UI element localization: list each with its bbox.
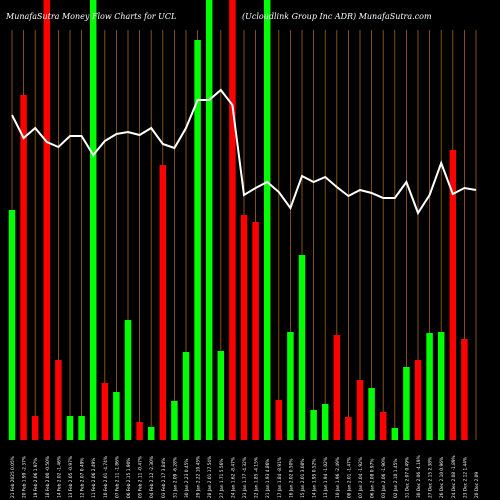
x-tick-label: 28 Jan 2.01 17.54% [207, 456, 213, 498]
series-line [11, 88, 477, 216]
x-tick-label: 27 Dec 2.15 2.38% [428, 457, 434, 498]
bar-green [426, 333, 433, 440]
x-tick-label: 20 Dec 2.09 [474, 472, 480, 498]
x-tick-label: 15 Jan 2.01 3.08% [300, 459, 306, 498]
x-tick-label: 20 Feb 1.99 -2.37% [22, 456, 28, 498]
bar-red [43, 0, 51, 440]
chart-subtitle: (Ucloudlink Group Inc ADR) MunafaSutra.c… [242, 12, 432, 21]
x-tick-label: 13 Feb 2.05 -0.97% [68, 456, 74, 498]
x-tick-label: 16 Jan 2.02 0.50% [288, 459, 294, 498]
bar-red [229, 0, 236, 440]
bar-green [310, 410, 317, 440]
bar-red [101, 383, 109, 440]
bar-red [414, 360, 422, 440]
bar-green [368, 388, 375, 440]
x-tick-label: 13 Jan 1.94 -1.02% [323, 457, 329, 498]
bar-red [31, 416, 39, 440]
x-tick-label: 21 Feb 2025 0.05% [10, 456, 16, 498]
bar-green [89, 0, 97, 440]
x-tick-label: 19 Feb 2.06 1.97% [33, 458, 39, 498]
x-tick-label: 07 Feb 2.11 -1.86% [114, 456, 120, 498]
bar-green [298, 255, 306, 440]
x-tick-label: 31 Jan 2.09 -6.28% [172, 457, 178, 498]
bar-green [171, 401, 178, 440]
x-tick-label: 04 Feb 2.12 -2.30% [149, 456, 155, 498]
x-tick-label: 03 Feb 2.17 3.84% [161, 458, 167, 498]
bar-green [147, 427, 155, 440]
bar-green [66, 416, 74, 440]
bar-red [449, 150, 457, 440]
line-group [11, 88, 477, 216]
x-tick-label: 26 Dec 2.10 0.96% [439, 457, 445, 498]
x-tick-label: 06 Jan 2.08 0.97% [370, 459, 376, 498]
bar-red [159, 165, 167, 440]
bar-green [287, 332, 294, 440]
x-tick-label: 11 Feb 2.06 2.49% [91, 458, 97, 498]
bar-red [379, 412, 387, 440]
x-tick-label: 22 Jan 1.85 -4.15% [254, 457, 260, 498]
x-tick-label: 29 Jan 2.22 10.45% [196, 456, 202, 498]
x-tick-label: 17 Jan 1.84 -8.91% [277, 457, 283, 498]
bar-green [391, 428, 399, 440]
bar-red [345, 417, 352, 440]
bar-red [240, 215, 248, 440]
x-tick-label: 14 Jan 1.95 0.52% [312, 459, 318, 498]
bar-red [461, 339, 468, 440]
x-tick-label: 07 Jan 2.04 -1.92% [358, 457, 364, 498]
bar-red [20, 95, 27, 440]
x-tick-label: 05 Feb 2.11 -0.47% [138, 456, 144, 498]
bar-green [321, 404, 329, 440]
bar-red [356, 380, 364, 440]
bar-green [205, 0, 213, 440]
bar-green [217, 351, 225, 440]
x-tick-label: 21 Jan 1.93 4.86% [265, 459, 271, 498]
x-tick-label: 06 Feb 2.15 1.90% [126, 458, 132, 498]
bar-red [333, 335, 341, 440]
x-tick-label: 08 Jan 2.01 -1.47% [346, 457, 352, 498]
bar-green [403, 367, 410, 440]
bar-green [124, 320, 132, 440]
x-tick-label: 30 Dec 2.06 -4.19% [416, 455, 422, 498]
bar-green [78, 416, 85, 440]
x-tick-label: 10 Feb 2.01 -4.74% [103, 456, 109, 498]
chart-title: MunafaSutra Money Flow Charts for UCL [6, 12, 177, 21]
bar-red [275, 400, 283, 440]
x-tick-label: 03 Jan 2.06 -1.90% [381, 457, 387, 498]
x-tick-label: 10 Jan 1.96 -2.49% [335, 457, 341, 498]
x-tick-label: 24 Jan 1.62 -8.47% [230, 457, 236, 498]
x-tick-label: 23 Jan 1.77 -4.32% [242, 457, 248, 498]
bars-group [8, 0, 468, 440]
bar-green [437, 332, 445, 440]
bar-green [182, 352, 190, 440]
bar-green [8, 210, 16, 440]
x-tick-label: 23 Dec 2.12 1.44% [462, 457, 468, 498]
bar-red [55, 360, 62, 440]
x-tick-label: 30 Jan 2.23 0.45% [184, 459, 190, 498]
bar-red [252, 222, 259, 440]
x-tick-label: 31 Dec 2.07 0.49% [404, 457, 410, 498]
x-tick-label: 12 Feb 2.07 0.49% [80, 458, 86, 498]
x-tick-labels: 21 Feb 2025 0.05% 20 Feb 1.99 -2.37% 19 Fe… [10, 455, 480, 498]
x-tick-label: 27 Jan 1.71 5.56% [219, 459, 225, 498]
x-tick-label: 18 Feb 2.00 -0.50% [45, 456, 51, 498]
bar-green [113, 392, 120, 440]
bar-green [194, 40, 201, 440]
bar-red [136, 422, 143, 440]
x-tick-label: 02 Jan 2.10 1.45% [393, 459, 399, 498]
x-tick-label: 14 Feb 2.02 -1.46% [56, 456, 62, 498]
x-tick-label: 24 Dec 2.08 -1.89% [451, 455, 457, 498]
bar-green [263, 0, 271, 440]
